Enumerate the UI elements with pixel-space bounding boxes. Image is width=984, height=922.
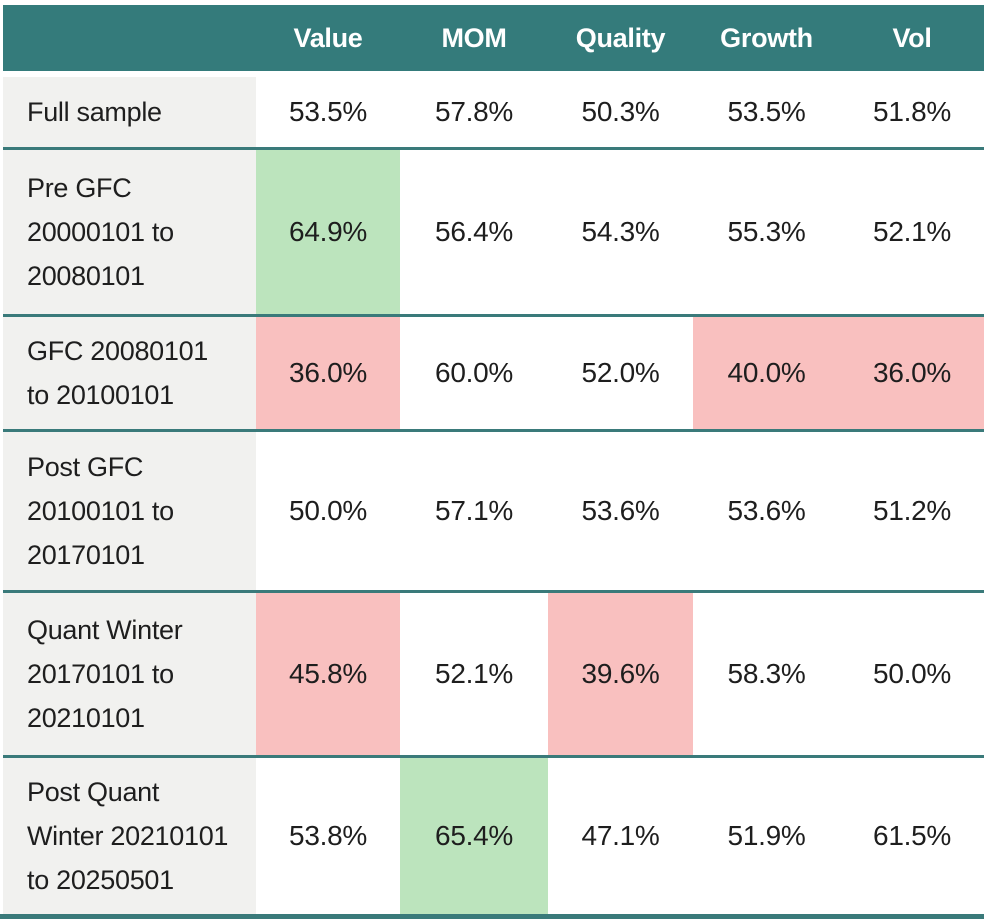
table-cell: 53.6% (693, 432, 840, 590)
table-cell: 52.1% (400, 593, 548, 755)
row-label: Post GFC 20100101 to 20170101 (3, 432, 256, 590)
table-cell: 61.5% (840, 758, 984, 914)
row-label: Quant Winter 20170101 to 20210101 (3, 593, 256, 755)
header-cell-vol: Vol (840, 5, 984, 71)
row-label: GFC 20080101 to 20100101 (3, 317, 256, 429)
table-cell: 60.0% (400, 317, 548, 429)
table-row-pre-gfc: Pre GFC 20000101 to 20080101 64.9% 56.4%… (3, 147, 984, 314)
header-cell-growth: Growth (693, 5, 840, 71)
table-header-row: Value MOM Quality Growth Vol (3, 5, 984, 71)
table-cell: 56.4% (400, 150, 548, 314)
table-cell: 51.8% (840, 77, 984, 147)
table-cell-highlight-red: 40.0% (693, 317, 840, 429)
table-cell-highlight-green: 64.9% (256, 150, 400, 314)
table-cell-highlight-red: 36.0% (256, 317, 400, 429)
header-cell-value: Value (256, 5, 400, 71)
row-label: Pre GFC 20000101 to 20080101 (3, 150, 256, 314)
table-cell: 53.8% (256, 758, 400, 914)
table-cell: 55.3% (693, 150, 840, 314)
table-cell: 47.1% (548, 758, 693, 914)
table-cell: 53.6% (548, 432, 693, 590)
table-bottom-border (0, 914, 984, 919)
table-row-full-sample: Full sample 53.5% 57.8% 50.3% 53.5% 51.8… (3, 77, 984, 147)
table-cell-highlight-red: 39.6% (548, 593, 693, 755)
table-cell: 53.5% (693, 77, 840, 147)
table-cell: 57.8% (400, 77, 548, 147)
table-cell: 52.0% (548, 317, 693, 429)
table-cell: 53.5% (256, 77, 400, 147)
table-row-post-quant-winter: Post Quant Winter 20210101 to 20250501 5… (3, 755, 984, 914)
header-cell-empty (3, 5, 256, 71)
table-cell: 52.1% (840, 150, 984, 314)
table-cell-highlight-red: 45.8% (256, 593, 400, 755)
table-cell: 50.3% (548, 77, 693, 147)
table-cell: 50.0% (840, 593, 984, 755)
table-cell-highlight-red: 36.0% (840, 317, 984, 429)
factor-hit-rate-table: Value MOM Quality Growth Vol Full sample… (0, 5, 984, 919)
table-cell: 57.1% (400, 432, 548, 590)
table-cell: 51.9% (693, 758, 840, 914)
header-cell-mom: MOM (400, 5, 548, 71)
table-cell: 51.2% (840, 432, 984, 590)
row-label: Post Quant Winter 20210101 to 20250501 (3, 758, 256, 914)
table-cell: 58.3% (693, 593, 840, 755)
table-cell: 54.3% (548, 150, 693, 314)
row-label: Full sample (3, 77, 256, 147)
table-row-post-gfc: Post GFC 20100101 to 20170101 50.0% 57.1… (3, 429, 984, 590)
table-cell: 50.0% (256, 432, 400, 590)
table-cell-highlight-green: 65.4% (400, 758, 548, 914)
header-cell-quality: Quality (548, 5, 693, 71)
table-row-gfc: GFC 20080101 to 20100101 36.0% 60.0% 52.… (3, 314, 984, 429)
table-row-quant-winter: Quant Winter 20170101 to 20210101 45.8% … (3, 590, 984, 755)
